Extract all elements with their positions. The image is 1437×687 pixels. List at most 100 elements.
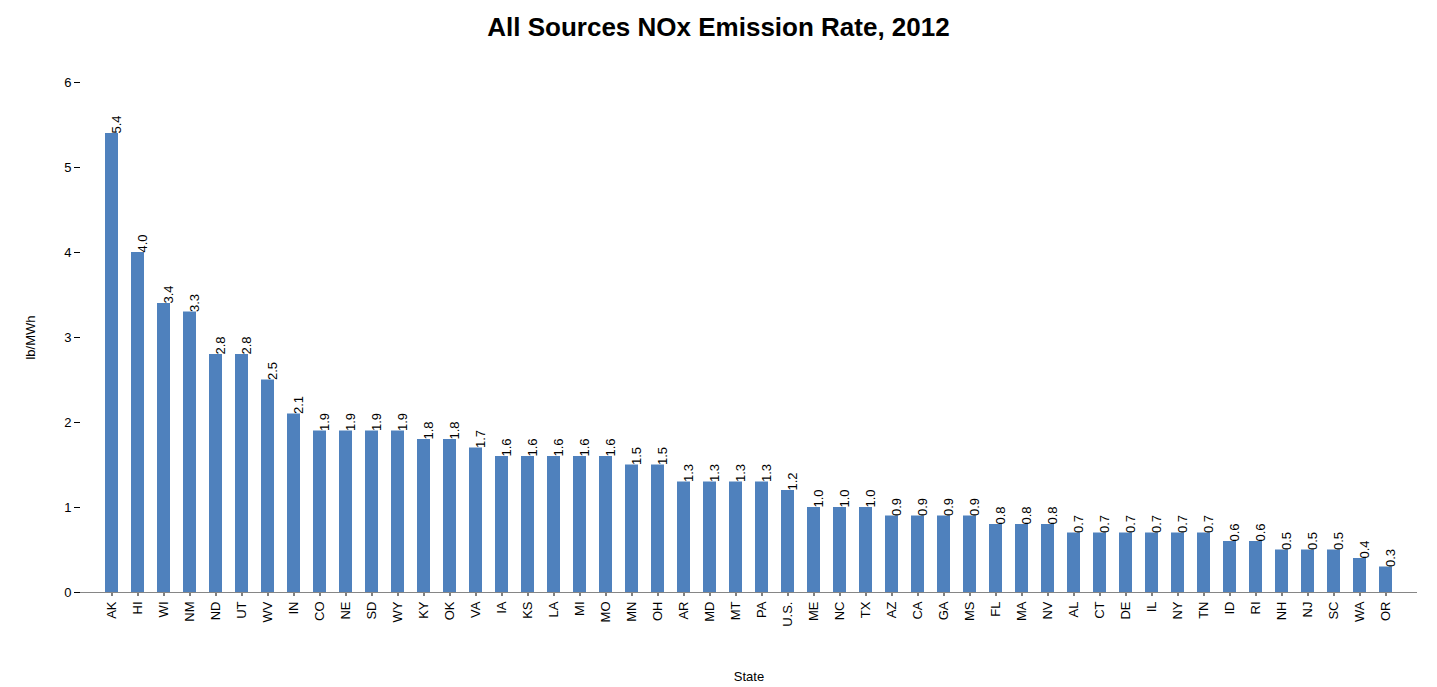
svg-text:0.7: 0.7 xyxy=(1201,515,1216,533)
svg-text:0.4: 0.4 xyxy=(1357,540,1372,558)
svg-text:MO: MO xyxy=(598,602,613,623)
svg-text:2.8: 2.8 xyxy=(213,336,228,354)
svg-text:0.8: 0.8 xyxy=(1019,506,1034,524)
svg-text:1.0: 1.0 xyxy=(837,489,852,507)
svg-text:0.9: 0.9 xyxy=(967,498,982,516)
svg-text:WY: WY xyxy=(390,601,405,622)
svg-text:5.4: 5.4 xyxy=(109,115,124,133)
svg-text:0.7: 0.7 xyxy=(1149,515,1164,533)
svg-text:1.8: 1.8 xyxy=(447,421,462,439)
svg-text:AZ: AZ xyxy=(884,601,899,618)
svg-text:4: 4 xyxy=(64,245,71,260)
svg-text:0.7: 0.7 xyxy=(1175,515,1190,533)
svg-text:AR: AR xyxy=(676,602,691,620)
svg-text:5: 5 xyxy=(64,160,71,175)
svg-text:AK: AK xyxy=(104,601,119,619)
svg-text:1.7: 1.7 xyxy=(473,430,488,448)
svg-text:ME: ME xyxy=(806,601,821,621)
svg-text:AL: AL xyxy=(1066,602,1081,618)
svg-text:1.3: 1.3 xyxy=(707,464,722,482)
svg-text:RI: RI xyxy=(1248,602,1263,615)
svg-text:IN: IN xyxy=(286,602,301,615)
svg-text:CO: CO xyxy=(312,602,327,622)
svg-text:MI: MI xyxy=(572,602,587,616)
svg-text:1.6: 1.6 xyxy=(577,438,592,456)
svg-text:NE: NE xyxy=(338,601,353,619)
svg-text:ND: ND xyxy=(208,602,223,621)
svg-text:LA: LA xyxy=(546,601,561,617)
svg-text:1.6: 1.6 xyxy=(499,438,514,456)
svg-text:0.9: 0.9 xyxy=(915,498,930,516)
svg-text:MN: MN xyxy=(624,602,639,622)
svg-text:MS: MS xyxy=(962,601,977,621)
svg-text:TX: TX xyxy=(858,601,873,618)
svg-text:1: 1 xyxy=(64,500,71,515)
svg-text:UT: UT xyxy=(234,601,249,618)
svg-text:MD: MD xyxy=(702,602,717,622)
svg-text:1.9: 1.9 xyxy=(369,413,384,431)
svg-text:3.4: 3.4 xyxy=(161,285,176,303)
svg-text:0.8: 0.8 xyxy=(1045,506,1060,524)
svg-text:NH: NH xyxy=(1274,602,1289,621)
svg-text:SC: SC xyxy=(1326,602,1341,620)
svg-text:0.9: 0.9 xyxy=(941,498,956,516)
svg-text:OR: OR xyxy=(1378,602,1393,622)
svg-text:6: 6 xyxy=(64,75,71,90)
svg-text:TN: TN xyxy=(1196,602,1211,619)
svg-text:FL: FL xyxy=(988,602,1003,617)
svg-text:1.6: 1.6 xyxy=(525,438,540,456)
svg-text:IL: IL xyxy=(1144,602,1159,613)
svg-text:IA: IA xyxy=(494,601,509,614)
svg-text:OH: OH xyxy=(650,602,665,622)
svg-text:0.6: 0.6 xyxy=(1227,523,1242,541)
svg-text:3: 3 xyxy=(64,330,71,345)
svg-text:NV: NV xyxy=(1040,601,1055,619)
svg-text:2.1: 2.1 xyxy=(291,396,306,414)
svg-text:0.3: 0.3 xyxy=(1383,549,1398,567)
svg-text:MT: MT xyxy=(728,601,743,620)
svg-text:1.2: 1.2 xyxy=(785,472,800,490)
svg-text:GA: GA xyxy=(936,601,951,620)
svg-text:1.5: 1.5 xyxy=(629,447,644,465)
svg-text:lb/MWh: lb/MWh xyxy=(23,315,38,359)
svg-text:1.3: 1.3 xyxy=(759,464,774,482)
svg-text:1.9: 1.9 xyxy=(343,413,358,431)
svg-text:2: 2 xyxy=(64,415,71,430)
svg-text:ID: ID xyxy=(1222,602,1237,615)
svg-text:0.6: 0.6 xyxy=(1253,523,1268,541)
svg-text:DE: DE xyxy=(1118,601,1133,619)
svg-text:MA: MA xyxy=(1014,601,1029,621)
svg-text:CA: CA xyxy=(910,601,925,619)
svg-text:0.7: 0.7 xyxy=(1097,515,1112,533)
svg-text:WI: WI xyxy=(156,602,171,618)
svg-text:NJ: NJ xyxy=(1300,602,1315,618)
svg-text:1.6: 1.6 xyxy=(551,438,566,456)
svg-text:1.6: 1.6 xyxy=(603,438,618,456)
svg-text:PA: PA xyxy=(754,601,769,618)
svg-text:1.0: 1.0 xyxy=(863,489,878,507)
svg-text:KY: KY xyxy=(416,601,431,619)
svg-text:OK: OK xyxy=(442,601,457,620)
svg-text:State: State xyxy=(734,669,764,684)
svg-text:SD: SD xyxy=(364,602,379,620)
svg-text:NM: NM xyxy=(182,602,197,622)
svg-text:WV: WV xyxy=(260,601,275,622)
svg-text:NC: NC xyxy=(832,602,847,621)
svg-text:WA: WA xyxy=(1352,601,1367,622)
svg-text:0.5: 0.5 xyxy=(1305,532,1320,550)
svg-text:0: 0 xyxy=(64,585,71,600)
svg-text:HI: HI xyxy=(130,602,145,615)
svg-text:NY: NY xyxy=(1170,601,1185,619)
svg-text:0.5: 0.5 xyxy=(1279,532,1294,550)
svg-text:VA: VA xyxy=(468,601,483,618)
svg-text:0.8: 0.8 xyxy=(993,506,1008,524)
svg-text:2.8: 2.8 xyxy=(239,336,254,354)
svg-text:0.5: 0.5 xyxy=(1331,532,1346,550)
svg-text:U.S.: U.S. xyxy=(780,602,795,627)
svg-text:1.3: 1.3 xyxy=(733,464,748,482)
svg-text:0.7: 0.7 xyxy=(1071,515,1086,533)
svg-text:0.7: 0.7 xyxy=(1123,515,1138,533)
svg-text:1.8: 1.8 xyxy=(421,421,436,439)
svg-text:4.0: 4.0 xyxy=(135,234,150,252)
svg-text:1.3: 1.3 xyxy=(681,464,696,482)
